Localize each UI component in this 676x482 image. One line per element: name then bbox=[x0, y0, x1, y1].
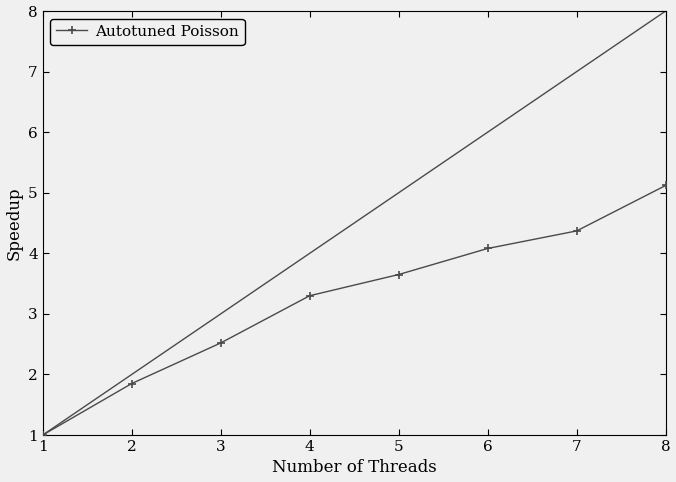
Autotuned Poisson bbox=[573, 228, 581, 234]
Autotuned Poisson bbox=[483, 246, 491, 252]
Autotuned Poisson bbox=[128, 381, 136, 387]
Autotuned Poisson bbox=[306, 293, 314, 299]
Autotuned Poisson bbox=[216, 340, 224, 346]
Y-axis label: Speedup: Speedup bbox=[5, 186, 22, 260]
Autotuned Poisson bbox=[39, 432, 47, 438]
Autotuned Poisson bbox=[662, 183, 670, 188]
Legend: Autotuned Poisson: Autotuned Poisson bbox=[50, 19, 245, 45]
Autotuned Poisson bbox=[395, 272, 403, 278]
Line: Autotuned Poisson: Autotuned Poisson bbox=[39, 181, 670, 439]
X-axis label: Number of Threads: Number of Threads bbox=[272, 459, 437, 476]
